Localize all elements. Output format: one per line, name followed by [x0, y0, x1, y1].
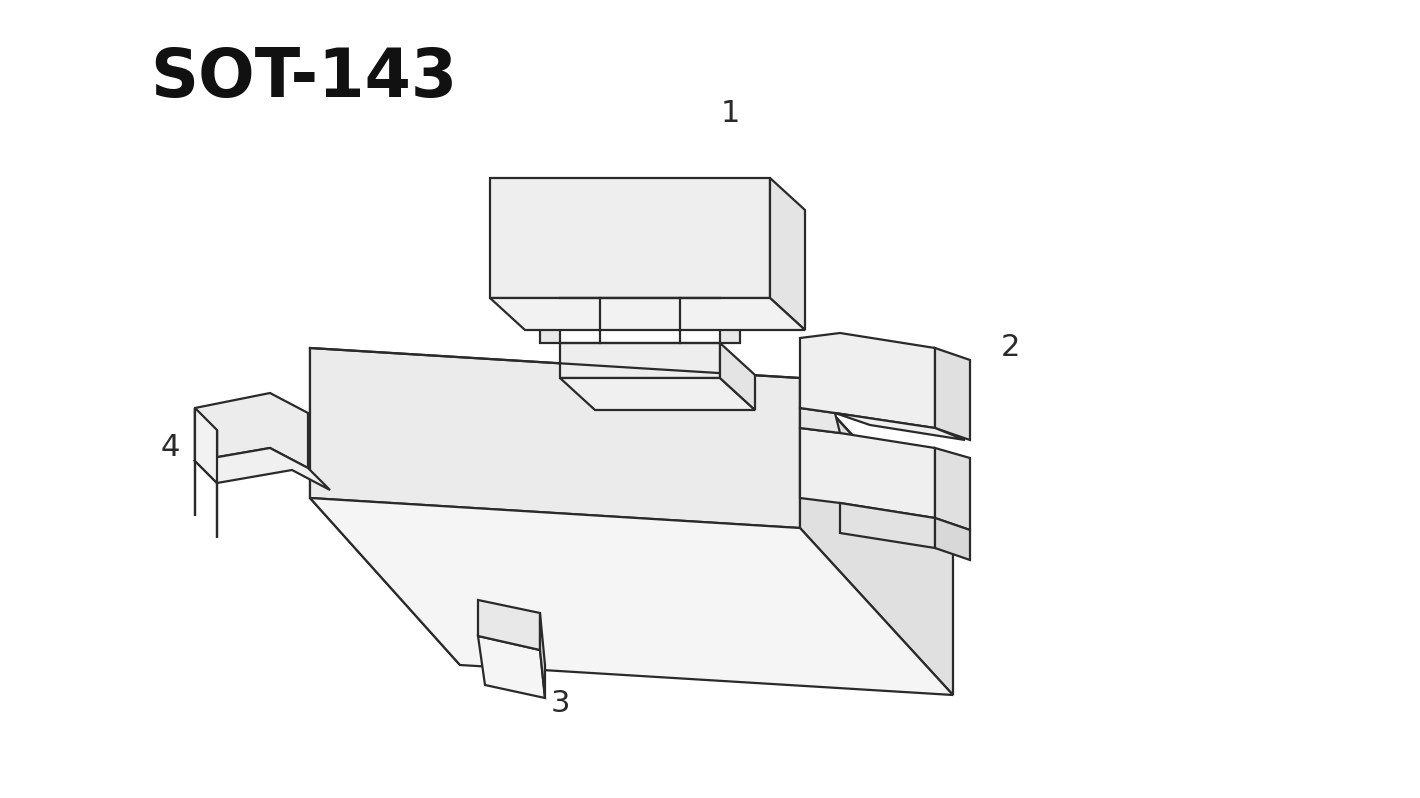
Polygon shape	[479, 636, 545, 698]
Polygon shape	[490, 298, 805, 330]
Text: 4: 4	[160, 433, 180, 463]
Polygon shape	[799, 428, 934, 518]
Polygon shape	[720, 343, 755, 410]
Polygon shape	[799, 378, 953, 695]
Polygon shape	[479, 600, 540, 650]
Polygon shape	[195, 448, 329, 490]
Polygon shape	[799, 408, 841, 433]
Polygon shape	[934, 518, 970, 560]
Polygon shape	[490, 178, 770, 298]
Polygon shape	[841, 503, 934, 548]
Polygon shape	[559, 378, 755, 410]
Text: 3: 3	[551, 689, 569, 717]
Polygon shape	[540, 298, 559, 343]
Polygon shape	[835, 413, 966, 440]
Polygon shape	[310, 498, 953, 695]
Polygon shape	[559, 343, 720, 378]
Polygon shape	[799, 333, 934, 428]
Polygon shape	[720, 298, 740, 343]
Polygon shape	[540, 613, 545, 698]
Polygon shape	[934, 348, 970, 440]
Polygon shape	[310, 348, 799, 528]
Text: 2: 2	[1000, 334, 1020, 362]
Text: 1: 1	[720, 98, 740, 128]
Polygon shape	[195, 393, 308, 468]
Polygon shape	[770, 178, 805, 330]
Text: SOT-143: SOT-143	[151, 45, 457, 111]
Polygon shape	[195, 408, 217, 483]
Polygon shape	[934, 448, 970, 530]
Polygon shape	[310, 348, 460, 665]
